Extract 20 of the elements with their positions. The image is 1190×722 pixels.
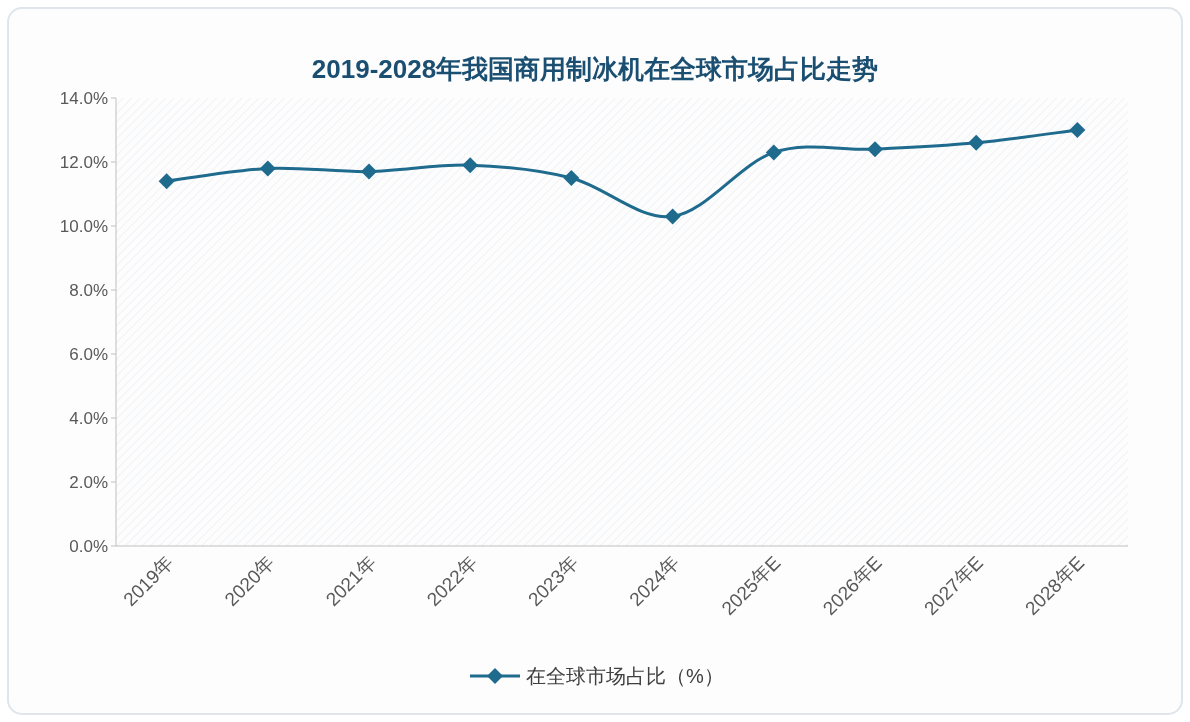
point xyxy=(867,141,883,158)
y-tick-label: 4.0% xyxy=(69,409,108,428)
point xyxy=(765,144,782,161)
point xyxy=(1069,122,1086,138)
y-tick-label: 6.0% xyxy=(69,345,108,364)
chart-title: 2019-2028年我国商用制冰机在全球市场占比走势 xyxy=(311,54,879,84)
y-tick-label: 14.0% xyxy=(59,89,108,108)
point xyxy=(462,157,479,174)
point xyxy=(259,160,276,177)
y-tick-label: 12.0% xyxy=(59,153,108,172)
legend-label: 在全球市场占比（%） xyxy=(526,665,724,687)
y-tick-label: 0.0% xyxy=(69,537,108,556)
point xyxy=(664,208,681,225)
point xyxy=(158,173,175,190)
y-tick-label: 10.0% xyxy=(59,217,108,236)
y-tick-label: 8.0% xyxy=(69,281,108,300)
y-tick-label: 2.0% xyxy=(69,473,108,492)
point xyxy=(968,134,985,151)
point xyxy=(361,163,377,180)
point xyxy=(563,170,580,186)
